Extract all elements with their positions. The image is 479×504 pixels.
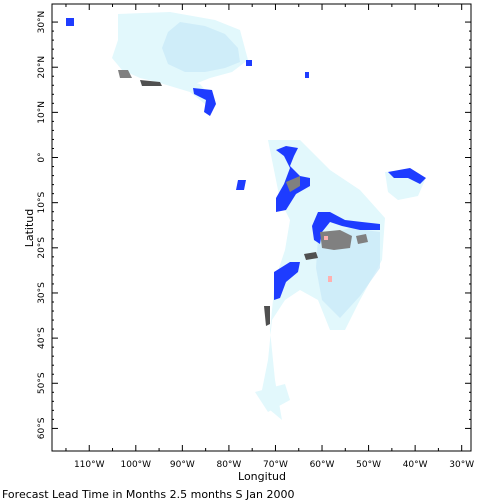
lon-tick-label: 40°W	[403, 460, 428, 470]
chile-dark-cells	[264, 306, 270, 326]
lon-tick-label: 60°W	[310, 460, 335, 470]
axis-ticks: 110°W 100°W 90°W 80°W 70°W 60°W 50°W 40°W 30°W 30…	[37, 4, 474, 470]
small-blue-cell	[246, 60, 252, 66]
y-axis-title: Latitud	[23, 209, 36, 248]
lon-tick-label: 70°W	[263, 460, 288, 470]
lat-tick-label: 40°S	[37, 327, 47, 349]
map-frame	[52, 4, 471, 451]
figure-caption: Forecast Lead Time in Months 2.5 months …	[2, 488, 294, 501]
lon-tick-label: 110°W	[74, 460, 105, 470]
lon-tick-label: 50°W	[356, 460, 381, 470]
lon-tick-label: 100°W	[121, 460, 152, 470]
lat-tick-label: 20°S	[37, 237, 47, 259]
lat-tick-label: 50°S	[37, 372, 47, 394]
lat-tick-label: 10°S	[37, 192, 47, 214]
lon-tick-label: 80°W	[216, 460, 241, 470]
pink-cell	[324, 236, 328, 240]
forecast-regions	[66, 12, 426, 420]
small-blue-cell	[305, 72, 309, 78]
pink-cell	[328, 276, 332, 282]
lon-tick-label: 90°W	[170, 460, 195, 470]
lat-tick-label: 10°N	[37, 101, 47, 124]
lat-tick-label: 60°S	[37, 417, 47, 439]
lat-tick-label: 0°	[37, 152, 47, 162]
lat-tick-label: 30°N	[37, 11, 47, 34]
patagonia-region	[255, 384, 290, 412]
lon-tick-label: 30°W	[449, 460, 474, 470]
lat-tick-label: 20°N	[37, 56, 47, 79]
x-axis-title: Longitud	[238, 470, 286, 483]
small-blue-cell	[236, 180, 246, 190]
lat-tick-label: 30°S	[37, 282, 47, 304]
baja-blue-cell	[66, 18, 74, 26]
